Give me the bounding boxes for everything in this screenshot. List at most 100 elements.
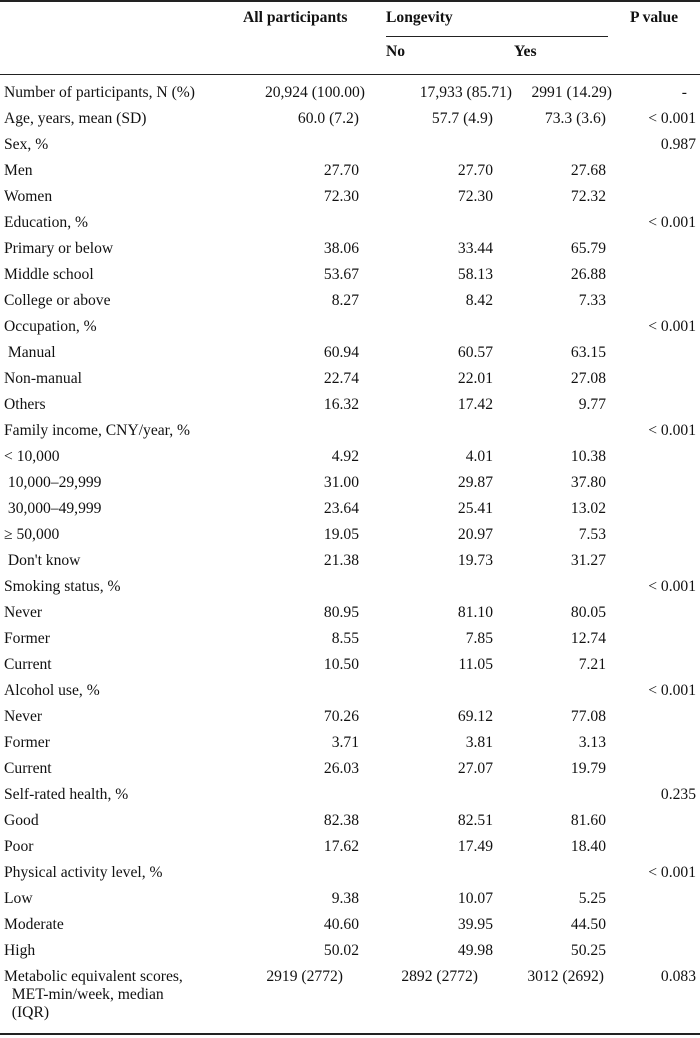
cell-all-participants: 2919 (2772) — [266, 968, 343, 985]
cell-all-participants: 20,924 (100.00) — [264, 84, 365, 101]
row-label: Current — [4, 656, 52, 673]
row-label: Primary or below — [4, 240, 114, 257]
table-row: < 10,000 4.92 4.01 10.38 — [0, 445, 700, 471]
cell-longevity-yes: 80.05 — [570, 604, 606, 621]
cell-longevity-no: 39.95 — [457, 916, 493, 933]
row-label: Non-manual — [4, 370, 82, 387]
table-row: Non-manual 22.74 22.01 27.08 — [0, 367, 700, 393]
table-row: ≥ 50,000 19.05 20.97 7.53 — [0, 523, 700, 549]
cell-all-participants: 40.60 — [323, 916, 359, 933]
cell-longevity-yes: 27.68 — [570, 162, 606, 179]
row-label: Former — [4, 630, 50, 647]
row-label: Never — [4, 604, 43, 621]
cell-p-value: < 0.001 — [648, 864, 696, 881]
row-label: Education, % — [4, 214, 89, 231]
cell-all-participants: 72.30 — [323, 188, 359, 205]
cell-p-value: < 0.001 — [648, 578, 696, 595]
row-label: Current — [4, 760, 52, 777]
cell-all-participants: 26.03 — [323, 760, 359, 777]
cell-longevity-yes: 18.40 — [570, 838, 606, 855]
table-row: Never 80.95 81.10 80.05 — [0, 601, 700, 627]
row-label: Poor — [4, 838, 34, 855]
row-label: Self-rated health, % — [4, 786, 129, 803]
cell-longevity-no: 7.85 — [465, 630, 493, 647]
table-header-rule — [0, 74, 700, 75]
row-label: Low — [4, 890, 33, 907]
cell-p-value: 0.987 — [660, 136, 696, 153]
table-row: Education, % < 0.001 — [0, 211, 700, 237]
table-row: Manual 60.94 60.57 63.15 — [0, 341, 700, 367]
cell-longevity-yes: 5.25 — [578, 890, 606, 907]
cell-longevity-yes: 77.08 — [570, 708, 606, 725]
table-top-rule — [0, 0, 700, 2]
row-label: 30,000–49,999 — [4, 500, 102, 517]
cell-longevity-no: 11.05 — [458, 656, 493, 673]
cell-longevity-yes: 13.02 — [570, 500, 606, 517]
cell-all-participants: 22.74 — [323, 370, 359, 387]
longevity-spanner-rule — [386, 36, 608, 37]
row-label: Physical activity level, % — [4, 864, 163, 881]
row-label: Manual — [4, 344, 56, 361]
cell-longevity-no: 57.7 (4.9) — [431, 110, 493, 127]
row-label: Number of participants, N (%) — [4, 84, 195, 101]
cell-longevity-no: 17,933 (85.71) — [419, 84, 512, 101]
cell-longevity-yes: 7.21 — [578, 656, 606, 673]
cell-all-participants: 4.92 — [331, 448, 359, 465]
row-label: Alcohol use, % — [4, 682, 100, 699]
table-row: 10,000–29,999 31.00 29.87 37.80 — [0, 471, 700, 497]
header-all-participants: All participants — [243, 9, 348, 26]
row-label: < 10,000 — [4, 448, 60, 465]
cell-longevity-no: 27.07 — [457, 760, 493, 777]
cell-all-participants: 60.94 — [323, 344, 359, 361]
table-row: Never 70.26 69.12 77.08 — [0, 705, 700, 731]
table-row: Poor 17.62 17.49 18.40 — [0, 835, 700, 861]
row-label: Smoking status, % — [4, 578, 121, 595]
header-longevity-no: No — [386, 43, 406, 60]
cell-all-participants: 21.38 — [323, 552, 359, 569]
cell-all-participants: 31.00 — [323, 474, 359, 491]
cell-p-value: < 0.001 — [648, 422, 696, 439]
cell-longevity-yes: 31.27 — [570, 552, 606, 569]
cell-longevity-no: 81.10 — [457, 604, 493, 621]
cell-longevity-no: 72.30 — [457, 188, 493, 205]
row-label: ≥ 50,000 — [4, 526, 60, 543]
row-label: High — [4, 942, 36, 959]
table-row: 30,000–49,999 23.64 25.41 13.02 — [0, 497, 700, 523]
cell-longevity-yes: 37.80 — [570, 474, 606, 491]
table-row: Others 16.32 17.42 9.77 — [0, 393, 700, 419]
header-p-value: P value — [630, 9, 679, 26]
cell-longevity-yes: 2991 (14.29) — [531, 84, 612, 101]
row-label: Don't know — [4, 552, 81, 569]
cell-longevity-no: 2892 (2772) — [401, 968, 478, 985]
table-row: Number of participants, N (%) 20,924 (100… — [0, 81, 700, 107]
cell-longevity-yes: 7.33 — [578, 292, 606, 309]
cell-longevity-no: 49.98 — [457, 942, 493, 959]
cell-p-value: - — [681, 84, 687, 101]
table-bottom-rule — [0, 1033, 700, 1035]
cell-p-value: < 0.001 — [648, 682, 696, 699]
cell-longevity-no: 82.51 — [457, 812, 493, 829]
table-row: Current 10.50 11.05 7.21 — [0, 653, 700, 679]
cell-longevity-yes: 44.50 — [570, 916, 606, 933]
cell-longevity-no: 33.44 — [457, 240, 493, 257]
cell-longevity-no: 29.87 — [457, 474, 493, 491]
row-label: Sex, % — [4, 136, 49, 153]
cell-longevity-no: 17.42 — [457, 396, 493, 413]
table-row: Current 26.03 27.07 19.79 — [0, 757, 700, 783]
table-row: Occupation, % < 0.001 — [0, 315, 700, 341]
cell-all-participants: 10.50 — [323, 656, 359, 673]
cell-longevity-no: 60.57 — [457, 344, 493, 361]
cell-longevity-yes: 72.32 — [570, 188, 606, 205]
cell-longevity-no: 19.73 — [457, 552, 493, 569]
cell-longevity-yes: 9.77 — [578, 396, 606, 413]
cell-all-participants: 82.38 — [323, 812, 359, 829]
row-label: Family income, CNY/year, % — [4, 422, 191, 439]
cell-all-participants: 3.71 — [331, 734, 359, 751]
table-row: College or above 8.27 8.42 7.33 — [0, 289, 700, 315]
cell-p-value: < 0.001 — [648, 214, 696, 231]
cell-longevity-yes: 65.79 — [570, 240, 606, 257]
table-row: Physical activity level, % < 0.001 — [0, 861, 700, 887]
row-label: Good — [4, 812, 39, 829]
row-label: Women — [4, 188, 53, 205]
cell-all-participants: 17.62 — [323, 838, 359, 855]
